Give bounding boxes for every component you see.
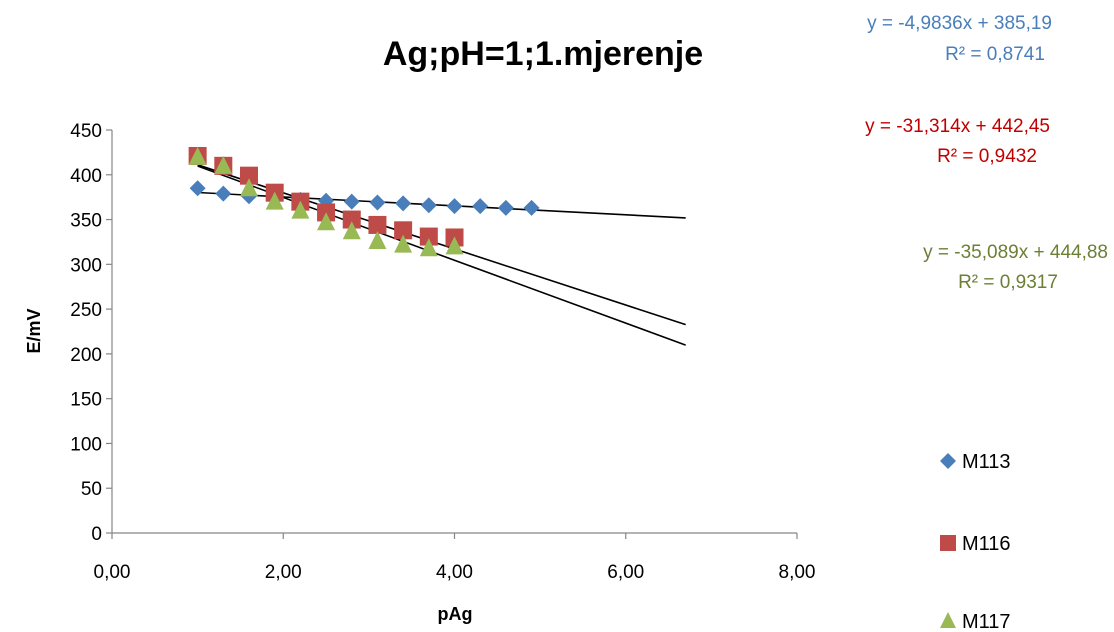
y-tick-label: 0 [91,524,102,545]
point-m117 [445,236,464,255]
point-m116 [419,227,438,246]
chart-title: Ag;pH=1;1.mjerenje [383,35,703,73]
legend-label-m116: M116 [962,533,1011,555]
point-m117 [240,178,258,197]
equation-m116: y = -31,314x + 442,45 [865,116,1050,137]
y-tick-label: 200 [70,345,102,366]
legend-item-m116: M116 [940,533,1011,555]
x-axis-label: pAg [438,604,473,624]
point-m117 [214,155,233,174]
legend-marker-m117 [940,612,956,628]
point-m113 [446,198,463,215]
legend-marker-m113 [940,453,956,469]
r2-m117: R² = 0,9317 [958,272,1058,293]
legend-label-m113: M113 [962,451,1011,473]
point-m117 [265,191,284,210]
x-tick-label: 4,00 [436,562,473,583]
legend-item-m117: M117 [940,611,1011,632]
point-m117 [419,238,438,257]
legend-label-m117: M117 [962,611,1011,632]
y-tick-label: 350 [70,211,102,232]
y-tick-label: 250 [70,300,102,321]
point-m117 [291,200,310,219]
point-m113 [523,199,540,216]
trendline-equations: y = -4,9836x + 385,19 R² = 0,8741 y = -3… [865,13,1108,293]
y-axis-label: E/mV [24,308,44,353]
point-m117 [342,221,361,240]
y-tick-label: 50 [81,479,102,500]
point-m113 [189,180,206,197]
point-m113 [497,199,514,216]
equation-m113: y = -4,9836x + 385,19 [867,13,1052,34]
point-m113 [395,195,412,212]
point-m113 [369,194,386,211]
x-tick-label: 2,00 [265,562,302,583]
point-m116 [394,221,413,240]
ticks: 0 50 100 150 200 250 300 350 400 450 0,00 2,00 4,00 6… [70,121,815,583]
point-m116 [240,166,258,185]
y-tick-label: 150 [70,390,102,411]
point-m117 [394,234,413,253]
point-m113 [472,198,489,215]
axes [111,130,797,534]
point-m117 [317,212,336,231]
x-tick-label: 8,00 [779,562,816,583]
point-m116 [342,210,361,229]
legend: M113 M116 M117 [940,451,1011,632]
y-tick-label: 400 [70,166,102,187]
point-m113 [215,185,232,202]
r2-m113: R² = 0,8741 [945,44,1045,65]
legend-item-m113: M113 [940,451,1011,473]
point-m117 [368,231,387,250]
equation-m117: y = -35,089x + 444,88 [923,242,1108,263]
point-m117 [188,146,207,165]
data-points [188,146,540,257]
point-m116 [368,215,387,234]
y-tick-label: 300 [70,255,102,276]
y-tick-label: 100 [70,434,102,455]
x-tick-label: 0,00 [94,562,131,583]
x-tick-label: 6,00 [607,562,644,583]
point-m113 [420,197,437,214]
legend-marker-m116 [940,535,956,551]
y-tick-label: 450 [70,121,102,142]
point-m113 [343,193,360,210]
r2-m116: R² = 0,9432 [937,146,1037,167]
